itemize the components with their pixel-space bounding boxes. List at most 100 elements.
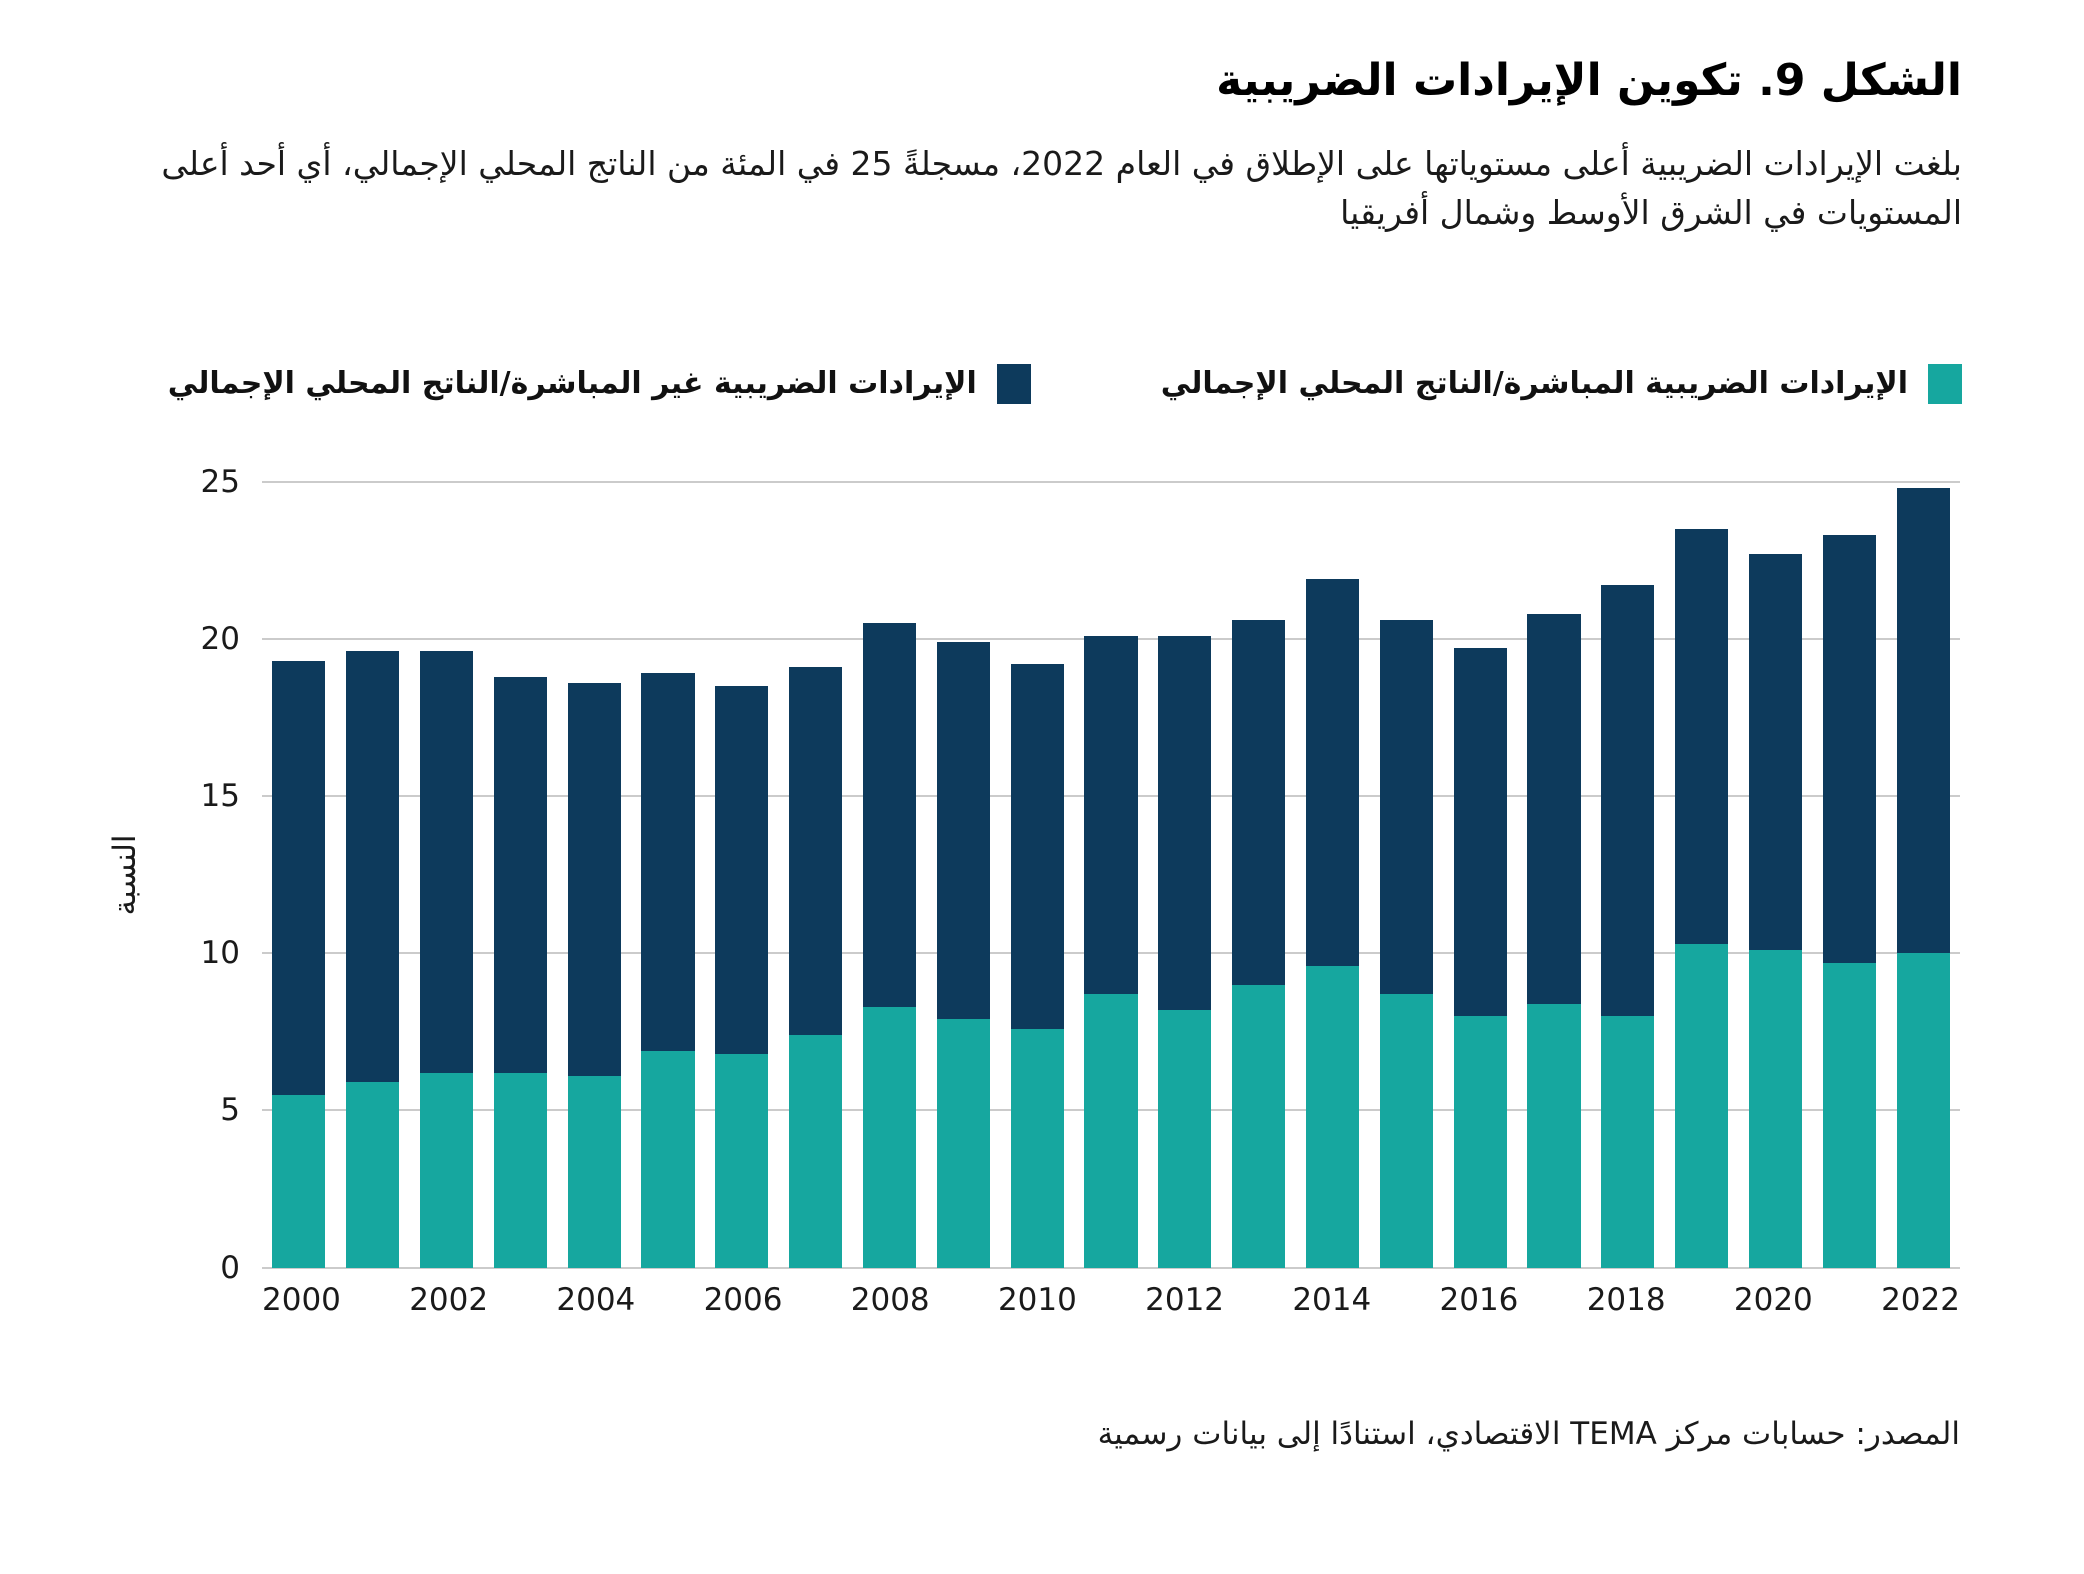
legend-label-direct: الإيرادات الضريبية المباشرة/الناتج المحل… <box>1160 366 1908 402</box>
bar-slot-2014 <box>1296 482 1370 1268</box>
bar-2018-indirect <box>1601 585 1655 1017</box>
y-axis-label: النسبة <box>107 834 143 916</box>
x-tick-2003 <box>488 1282 556 1318</box>
bar-slot-2016 <box>1443 482 1517 1268</box>
bar-2014-direct <box>1305 965 1360 1268</box>
bar-2016-indirect <box>1453 648 1507 1017</box>
x-tick-2013 <box>1224 1282 1292 1318</box>
bar-2019-indirect <box>1675 528 1729 944</box>
bar-slot-2011 <box>1074 482 1148 1268</box>
bar-2012-direct <box>1158 1009 1212 1268</box>
x-tick-2017 <box>1518 1282 1586 1318</box>
x-tick-2006: 2006 <box>703 1281 783 1318</box>
bar-slot-2002 <box>410 482 484 1268</box>
bar-2004-direct <box>567 1075 621 1268</box>
bar-slot-2012 <box>1148 482 1222 1268</box>
x-tick-2002: 2002 <box>409 1281 489 1318</box>
bar-2017 <box>1527 613 1581 1268</box>
y-tick-15: 15 <box>200 778 240 814</box>
figure-title: الشكل 9. تكوين الإيرادات الضريبية <box>1216 55 1962 106</box>
x-tick-2009 <box>930 1282 998 1318</box>
bar-slot-2020 <box>1739 482 1813 1268</box>
y-tick-5: 5 <box>220 1092 240 1129</box>
x-axis-labels: 2000 2002 2004 2006 2008 2010 2012 2014 2016 2018… <box>262 1282 1960 1318</box>
stacked-bar-chart: النسبة 0 5 10 15 20 25 <box>92 464 1960 1286</box>
x-tick-2014: 2014 <box>1292 1281 1372 1318</box>
x-tick-2020: 2020 <box>1733 1281 1813 1318</box>
bar-2002-direct <box>419 1072 474 1268</box>
chart-legend: الإيرادات الضريبية المباشرة/الناتج المحل… <box>96 363 1962 404</box>
bar-2001-direct <box>346 1082 400 1268</box>
bar-2022-direct <box>1896 953 1950 1268</box>
bar-2006-direct <box>715 1053 769 1268</box>
bar-2016 <box>1453 648 1507 1268</box>
bar-2013-direct <box>1232 984 1286 1268</box>
bar-2009 <box>936 641 990 1268</box>
y-tick-20: 20 <box>200 620 240 657</box>
bar-slot-2021 <box>1812 482 1886 1268</box>
bar-2020 <box>1748 553 1803 1268</box>
bar-2014-indirect <box>1305 579 1360 966</box>
bar-slot-2003 <box>483 482 557 1268</box>
legend-item-direct: الإيرادات الضريبية المباشرة/الناتج المحل… <box>1160 363 1962 404</box>
x-tick-2022: 2022 <box>1881 1281 1960 1318</box>
bar-2013 <box>1232 619 1286 1268</box>
bar-2018 <box>1601 585 1655 1268</box>
bar-2005-direct <box>641 1050 695 1268</box>
bars-container <box>262 482 1960 1268</box>
bar-2018-direct <box>1601 1016 1655 1268</box>
y-axis-label-column: النسبة <box>92 482 158 1268</box>
bar-2008 <box>862 623 917 1268</box>
bar-slot-2022 <box>1886 482 1960 1268</box>
bar-2017-indirect <box>1527 613 1581 1004</box>
bar-2021 <box>1822 535 1876 1268</box>
y-tick-25: 25 <box>200 463 240 500</box>
bar-slot-2015 <box>1369 482 1443 1268</box>
bar-2012 <box>1158 635 1212 1268</box>
bar-2022-indirect <box>1896 487 1950 954</box>
bar-2008-direct <box>862 1006 917 1268</box>
bar-2014 <box>1305 579 1360 1268</box>
bar-slot-2018 <box>1591 482 1665 1268</box>
y-axis-ticks: 0 5 10 15 20 25 <box>158 464 262 1286</box>
bar-2016-direct <box>1453 1016 1507 1268</box>
bar-2013-indirect <box>1232 619 1286 985</box>
bar-slot-2006 <box>705 482 779 1268</box>
bar-slot-2000 <box>262 482 336 1268</box>
x-tick-2005 <box>635 1282 703 1318</box>
bar-slot-2013 <box>1222 482 1296 1268</box>
bar-slot-2007 <box>779 482 853 1268</box>
bar-2021-direct <box>1822 962 1876 1268</box>
bar-2020-direct <box>1748 950 1803 1268</box>
bar-2017-direct <box>1527 1003 1581 1268</box>
x-tick-2001 <box>341 1282 409 1318</box>
x-axis-spacer <box>92 1282 262 1318</box>
bar-2003 <box>493 676 547 1268</box>
bar-2000-indirect <box>272 660 326 1095</box>
x-tick-2018: 2018 <box>1586 1281 1666 1318</box>
x-tick-2008: 2008 <box>850 1281 930 1318</box>
bar-2005-indirect <box>641 673 695 1051</box>
bar-2009-indirect <box>936 641 990 1020</box>
legend-swatch-indirect <box>996 363 1031 404</box>
bar-2002-indirect <box>419 651 474 1073</box>
bar-2015-direct <box>1379 994 1433 1268</box>
x-tick-2012: 2012 <box>1145 1281 1225 1318</box>
bar-2010 <box>1010 663 1064 1268</box>
bar-2010-indirect <box>1010 663 1064 1029</box>
bar-slot-2001 <box>336 482 410 1268</box>
bar-2011-indirect <box>1084 635 1138 995</box>
bar-2005 <box>641 673 695 1268</box>
bar-2010-direct <box>1010 1028 1064 1268</box>
x-tick-2007 <box>782 1282 850 1318</box>
bar-slot-2004 <box>557 482 631 1268</box>
bar-2000-direct <box>272 1094 326 1268</box>
x-tick-2000: 2000 <box>262 1281 341 1318</box>
bar-2004 <box>567 682 621 1268</box>
bar-2021-indirect <box>1822 535 1876 963</box>
bar-2011-direct <box>1084 994 1138 1268</box>
bar-2020-indirect <box>1748 553 1803 951</box>
bar-slot-2017 <box>1517 482 1591 1268</box>
y-tick-10: 10 <box>200 935 240 972</box>
